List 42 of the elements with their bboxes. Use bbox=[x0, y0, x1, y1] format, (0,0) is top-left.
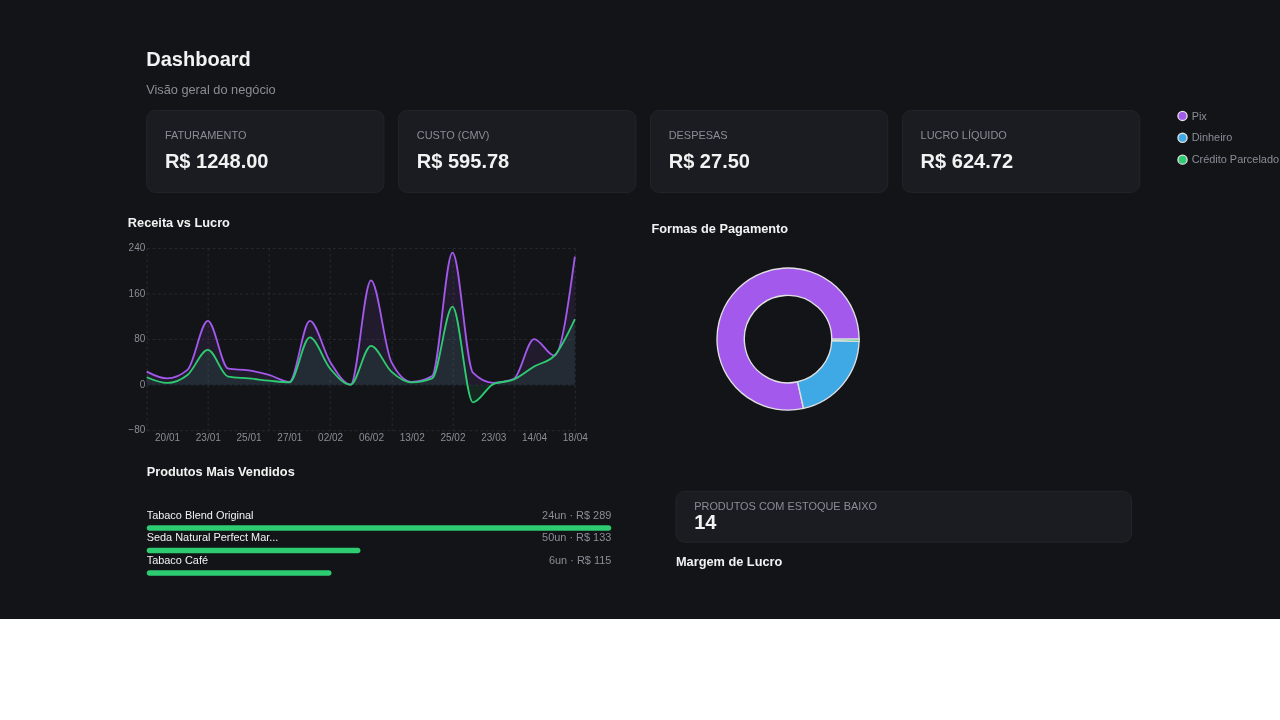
x-tick-label: 14/04 bbox=[522, 431, 548, 443]
x-tick-label: 18/04 bbox=[562, 431, 589, 443]
y-tick-label: 80 bbox=[134, 333, 146, 345]
y-tick-label: Seda Natural Perfect Mar... bbox=[146, 531, 279, 544]
donut-slice bbox=[716, 267, 860, 411]
x-tick-label: 20/01 bbox=[154, 431, 181, 443]
text: R$ 1248.00 bbox=[164, 149, 269, 172]
text: PRODUTOS COM ESTOQUE BAIXO bbox=[694, 500, 878, 513]
chart-title: Receita vs Lucro bbox=[127, 215, 231, 231]
text: Margem de Lucro bbox=[675, 553, 783, 569]
text: DESPESAS bbox=[668, 128, 728, 141]
data-label: 24un · R$ 289 bbox=[542, 508, 612, 521]
text: Visão geral do negócio bbox=[146, 81, 276, 97]
text: 14 bbox=[694, 511, 718, 534]
x-tick-label: 25/02 bbox=[440, 431, 466, 443]
x-tick-label: 25/01 bbox=[236, 431, 263, 443]
text: FATURAMENTO bbox=[164, 128, 247, 141]
x-tick-label: 13/02 bbox=[399, 431, 426, 443]
y-tick-label: 240 bbox=[128, 242, 146, 254]
x-tick-label: 27/01 bbox=[277, 431, 303, 443]
x-tick-label: 23/03 bbox=[481, 431, 507, 443]
x-tick-label: 06/02 bbox=[358, 431, 385, 443]
y-tick-label: Tabaco Café bbox=[146, 553, 208, 566]
text: R$ 595.78 bbox=[416, 149, 510, 172]
text: R$ 27.50 bbox=[668, 149, 751, 172]
y-tick-label: Tabaco Blend Original bbox=[146, 508, 254, 521]
text: Dashboard bbox=[146, 48, 251, 71]
text: CUSTO (CMV) bbox=[416, 128, 490, 141]
legend-label: Pix bbox=[1191, 109, 1208, 122]
chart-title: Produtos Mais Vendidos bbox=[146, 463, 295, 479]
y-tick-label: 0 bbox=[139, 378, 146, 390]
text: LUCRO LÍQUIDO bbox=[920, 128, 1007, 141]
x-tick-label: 02/02 bbox=[318, 431, 344, 443]
data-label: 50un · R$ 133 bbox=[542, 531, 612, 544]
text: Formas de Pagamento bbox=[651, 220, 789, 236]
legend-label: Dinheiro bbox=[1191, 131, 1233, 144]
y-tick-label: −80 bbox=[128, 424, 146, 436]
x-tick-label: 23/01 bbox=[195, 431, 222, 443]
legend-label: Crédito Parcelado bbox=[1191, 153, 1280, 166]
y-tick-label: 160 bbox=[128, 287, 146, 299]
text: R$ 624.72 bbox=[920, 149, 1014, 172]
data-label: 6un · R$ 115 bbox=[548, 553, 612, 566]
